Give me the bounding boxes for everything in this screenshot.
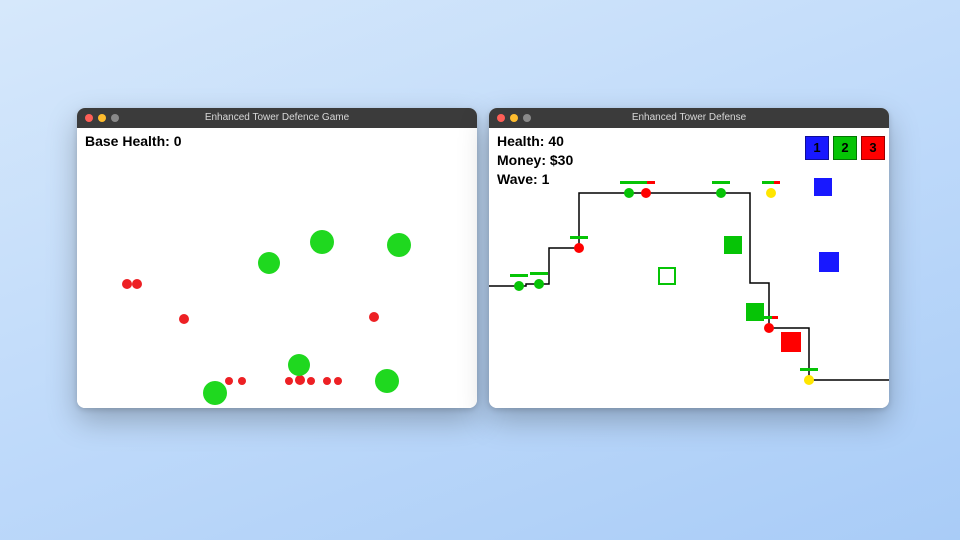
- traffic-lights[interactable]: [497, 114, 531, 122]
- enemy: [534, 279, 544, 289]
- wave-value: 1: [542, 171, 550, 187]
- tower[interactable]: [819, 252, 839, 272]
- enemy: [295, 375, 305, 385]
- money-value: $30: [550, 152, 573, 168]
- enemy: [179, 314, 189, 324]
- tower[interactable]: [658, 267, 676, 285]
- health-label: Health:: [497, 133, 544, 149]
- enemy: [307, 377, 315, 385]
- wave-label: Wave:: [497, 171, 538, 187]
- enemy: [122, 279, 132, 289]
- hp-bar-dmg: [647, 181, 655, 184]
- health-value: 40: [548, 133, 564, 149]
- enemy: [225, 377, 233, 385]
- window-title: Enhanced Tower Defence Game: [77, 108, 477, 128]
- enemy: [804, 375, 814, 385]
- hp-bar-dmg: [774, 181, 780, 184]
- hud: Health: 40 Money: $30 Wave: 1: [497, 132, 573, 189]
- hp-bar: [510, 274, 528, 277]
- enemy: [514, 281, 524, 291]
- game-canvas[interactable]: Health: 40 Money: $30 Wave: 1 123: [489, 128, 889, 408]
- enemy: [323, 377, 331, 385]
- tower: [203, 381, 227, 405]
- hp-bar: [570, 236, 588, 239]
- enemy: [766, 188, 776, 198]
- tower[interactable]: [724, 236, 742, 254]
- desktop: Enhanced Tower Defence Game Base Health:…: [0, 0, 960, 540]
- hp-bar: [800, 368, 818, 371]
- minimize-icon[interactable]: [510, 114, 518, 122]
- game-window-left: Enhanced Tower Defence Game Base Health:…: [77, 108, 477, 408]
- base-health-label: Base Health:: [85, 133, 170, 149]
- enemy: [238, 377, 246, 385]
- maximize-icon[interactable]: [111, 114, 119, 122]
- traffic-lights[interactable]: [85, 114, 119, 122]
- hp-bar: [620, 181, 638, 184]
- enemy: [764, 323, 774, 333]
- close-icon[interactable]: [497, 114, 505, 122]
- tower: [258, 252, 280, 274]
- money-label: Money:: [497, 152, 546, 168]
- hp-bar-dmg: [772, 316, 778, 319]
- enemy: [716, 188, 726, 198]
- tower-select-button[interactable]: 3: [861, 136, 885, 160]
- window-title: Enhanced Tower Defense: [489, 108, 889, 128]
- tower-select-button[interactable]: 2: [833, 136, 857, 160]
- tower: [288, 354, 310, 376]
- tower: [310, 230, 334, 254]
- window-titlebar[interactable]: Enhanced Tower Defense: [489, 108, 889, 128]
- enemy: [641, 188, 651, 198]
- hud: Base Health: 0: [85, 132, 182, 151]
- enemy: [369, 312, 379, 322]
- enemy: [334, 377, 342, 385]
- hp-bar: [712, 181, 730, 184]
- close-icon[interactable]: [85, 114, 93, 122]
- window-titlebar[interactable]: Enhanced Tower Defence Game: [77, 108, 477, 128]
- enemy: [285, 377, 293, 385]
- base-health-value: 0: [174, 133, 182, 149]
- tower-select-button[interactable]: 1: [805, 136, 829, 160]
- tower[interactable]: [781, 332, 801, 352]
- tower: [375, 369, 399, 393]
- tower[interactable]: [814, 178, 832, 196]
- tower: [387, 233, 411, 257]
- minimize-icon[interactable]: [98, 114, 106, 122]
- game-canvas[interactable]: Base Health: 0: [77, 128, 477, 408]
- hp-bar: [530, 272, 548, 275]
- enemy: [624, 188, 634, 198]
- enemy: [574, 243, 584, 253]
- maximize-icon[interactable]: [523, 114, 531, 122]
- enemy: [132, 279, 142, 289]
- game-window-right: Enhanced Tower Defense Health: 40 Money:…: [489, 108, 889, 408]
